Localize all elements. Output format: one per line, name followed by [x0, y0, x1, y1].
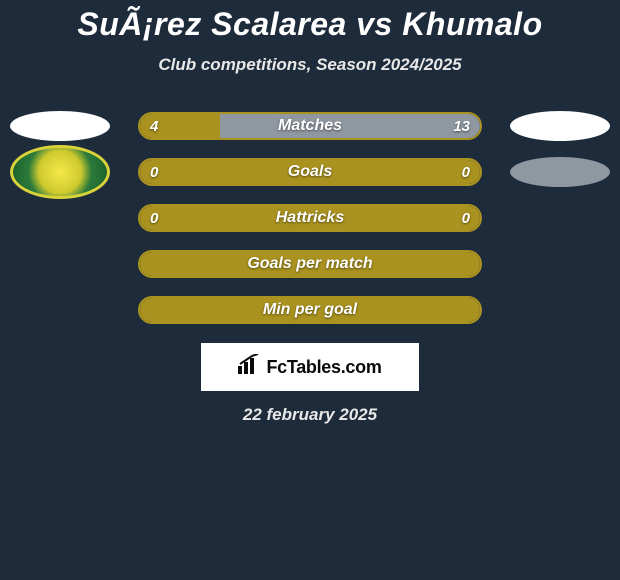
team-left-club-badge — [10, 145, 110, 199]
stat-bar: 00Hattricks — [138, 204, 482, 232]
logo-text: FcTables.com — [266, 357, 381, 378]
team-left-badge — [10, 111, 110, 141]
team-right-club-badge — [510, 157, 610, 187]
stat-label: Goals per match — [140, 252, 480, 276]
stat-row: 00Goals — [0, 149, 620, 195]
team-right-badge — [510, 111, 610, 141]
site-logo: FcTables.com — [201, 343, 419, 391]
stat-bar: 413Matches — [138, 112, 482, 140]
stat-row: 413Matches — [0, 103, 620, 149]
date-label: 22 february 2025 — [0, 405, 620, 425]
subtitle: Club competitions, Season 2024/2025 — [0, 55, 620, 75]
stat-bar: Goals per match — [138, 250, 482, 278]
stat-label: Min per goal — [140, 298, 480, 322]
chart-icon — [238, 354, 260, 380]
stat-row: Goals per match — [0, 241, 620, 287]
stats-container: 413Matches 00Goals 00Hattricks Goals per ma… — [0, 103, 620, 333]
stat-row: Min per goal — [0, 287, 620, 333]
stat-row: 00Hattricks — [0, 195, 620, 241]
page-title: SuÃ¡rez Scalarea vs Khumalo — [0, 6, 620, 43]
comparison-widget: SuÃ¡rez Scalarea vs Khumalo Club competi… — [0, 0, 620, 580]
stat-label: Hattricks — [140, 206, 480, 230]
stat-label: Goals — [140, 160, 480, 184]
stat-bar: Min per goal — [138, 296, 482, 324]
stat-bar: 00Goals — [138, 158, 482, 186]
stat-label: Matches — [140, 114, 480, 138]
